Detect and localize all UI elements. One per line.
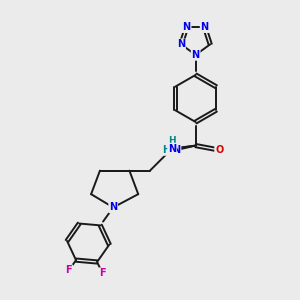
Text: N: N xyxy=(201,22,209,32)
Text: H: H xyxy=(168,136,176,145)
Text: H: H xyxy=(162,145,170,155)
Text: N: N xyxy=(192,50,200,60)
Text: N: N xyxy=(109,202,117,212)
Text: F: F xyxy=(66,265,72,275)
Text: F: F xyxy=(99,268,106,278)
Text: N: N xyxy=(183,22,191,32)
Text: N: N xyxy=(177,39,185,49)
Text: O: O xyxy=(215,145,223,155)
Text: N: N xyxy=(168,143,176,154)
Text: N: N xyxy=(172,145,181,155)
